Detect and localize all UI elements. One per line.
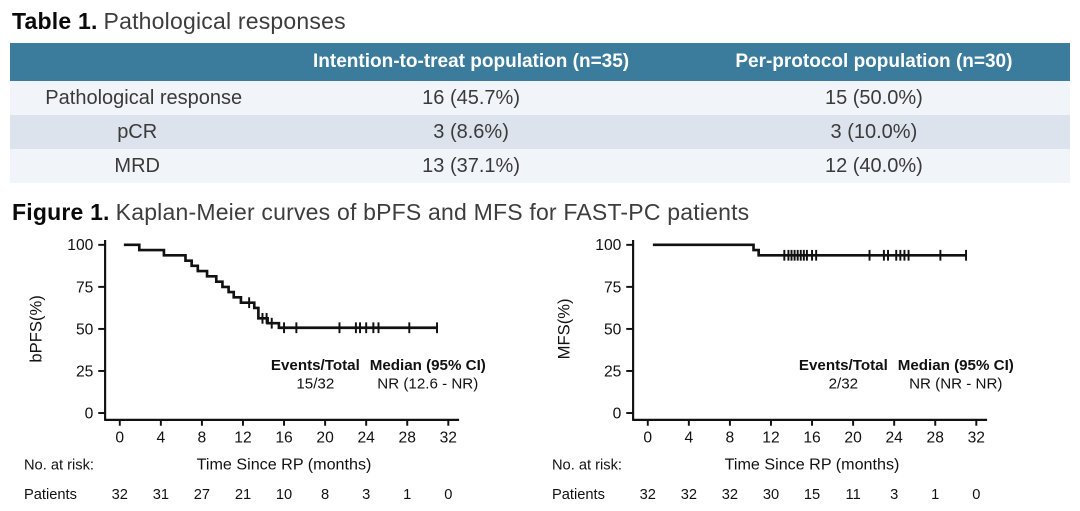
x-tick-label: 0 [643, 429, 652, 446]
y-tick-label: 25 [76, 363, 94, 380]
median-label: Median (95% CI) [370, 357, 486, 374]
events-total-value: 15/32 [296, 376, 334, 393]
itt-header-cell: Intention-to-treat population (n=35) [264, 43, 678, 81]
x-tick-label: 20 [316, 429, 334, 446]
table-title-number: Table 1. [12, 8, 98, 34]
events-total-label: Events/Total [271, 357, 360, 374]
x-tick-label: 28 [927, 429, 945, 446]
at-risk-count: 32 [112, 487, 128, 503]
table-row: Pathological response 16 (45.7%) 15 (50.… [10, 81, 1070, 115]
at-risk-row-label: Patients [24, 487, 77, 503]
x-axis-title: Time Since RP (months) [725, 456, 900, 474]
y-tick-label: 75 [604, 279, 622, 296]
at-risk-count: 0 [972, 487, 980, 503]
figure-title: Figure 1. Kaplan-Meier curves of bPFS and… [12, 199, 1070, 226]
bpfs-panel: 100 75 50 25 0 0 4 8 12 16 20 24 28 32 bPFS(%) Events/T… [22, 234, 550, 511]
x-tick-label: 0 [115, 429, 124, 446]
at-risk-count: 3 [890, 487, 898, 503]
y-tick-label: 50 [76, 321, 94, 338]
x-tick-label: 28 [399, 429, 417, 446]
at-risk-row-label: Patients [552, 487, 605, 503]
at-risk-heading: No. at risk: [24, 458, 94, 474]
km-curve [123, 243, 438, 330]
x-tick-label: 20 [844, 429, 862, 446]
events-total-label: Events/Total [799, 357, 888, 374]
x-tick-label: 24 [357, 429, 375, 446]
at-risk-count: 0 [444, 487, 452, 503]
at-risk-count: 11 [846, 487, 861, 503]
at-risk-count: 1 [403, 487, 411, 503]
x-tick-label: 4 [684, 429, 693, 446]
pp-value-cell: 15 (50.0%) [677, 81, 1070, 115]
x-tick-label: 32 [968, 429, 985, 446]
y-tick-label: 0 [85, 405, 94, 422]
x-tick-label: 12 [762, 429, 779, 446]
mfs-panel: 100 75 50 25 0 0 4 8 12 16 20 24 28 32 MFS(%) Events/To… [550, 234, 1078, 511]
at-risk-count: 21 [235, 487, 251, 503]
at-risk-count: 32 [722, 487, 738, 503]
mfs-km-chart: 100 75 50 25 0 0 4 8 12 16 20 24 28 32 MFS(%) Events/To… [552, 237, 1014, 503]
pp-value-cell: 3 (10.0%) [677, 115, 1070, 149]
y-tick-label: 50 [604, 321, 622, 338]
figure-title-number: Figure 1. [12, 199, 110, 225]
at-risk-count: 27 [194, 487, 210, 503]
y-tick-label: 25 [604, 363, 622, 380]
table-header-row: Intention-to-treat population (n=35) Per… [10, 43, 1070, 81]
at-risk-count: 32 [640, 487, 656, 503]
y-tick-label: 0 [613, 405, 622, 422]
x-tick-label: 16 [803, 429, 820, 446]
pp-value-cell: 12 (40.0%) [677, 149, 1070, 183]
events-total-value: 2/32 [829, 376, 858, 393]
x-tick-label: 4 [156, 429, 165, 446]
km-curve [652, 243, 967, 257]
x-tick-label: 32 [440, 429, 457, 446]
y-tick-label: 100 [67, 237, 93, 254]
x-tick-label: 8 [198, 429, 207, 446]
empty-header-cell [10, 43, 265, 81]
y-tick-label: 100 [595, 237, 621, 254]
y-axis-label: MFS(%) [555, 298, 574, 359]
x-tick-label: 16 [275, 429, 292, 446]
itt-value-cell: 3 (8.6%) [264, 115, 678, 149]
median-value: NR (NR - NR) [909, 376, 1002, 393]
row-label-cell: Pathological response [10, 81, 265, 115]
y-tick-label: 75 [76, 279, 94, 296]
pp-header-cell: Per-protocol population (n=30) [677, 43, 1070, 81]
itt-value-cell: 13 (37.1%) [264, 149, 678, 183]
at-risk-count: 32 [681, 487, 697, 503]
at-risk-count: 3 [362, 487, 370, 503]
at-risk-heading: No. at risk: [552, 458, 622, 474]
y-axis-label: bPFS(%) [27, 295, 46, 362]
at-risk-count: 1 [931, 487, 939, 503]
x-axis-title: Time Since RP (months) [197, 456, 372, 474]
at-risk-count: 31 [153, 487, 169, 503]
figure-title-text: Kaplan-Meier curves of bPFS and MFS for … [115, 199, 750, 225]
at-risk-count: 8 [321, 487, 329, 503]
row-label-cell: MRD [10, 149, 265, 183]
x-tick-label: 8 [726, 429, 735, 446]
at-risk-count: 10 [276, 487, 292, 503]
table-row: pCR 3 (8.6%) 3 (10.0%) [10, 115, 1070, 149]
table-title-text: Pathological responses [103, 8, 346, 34]
km-panels: 100 75 50 25 0 0 4 8 12 16 20 24 28 32 bPFS(%) Events/T… [22, 234, 1070, 511]
at-risk-count: 15 [804, 487, 820, 503]
median-label: Median (95% CI) [898, 357, 1014, 374]
table-row: MRD 13 (37.1%) 12 (40.0%) [10, 149, 1070, 183]
table-title: Table 1. Pathological responses [12, 8, 1070, 35]
x-tick-label: 12 [234, 429, 251, 446]
at-risk-count: 30 [763, 487, 779, 503]
pathological-response-table: Intention-to-treat population (n=35) Per… [10, 43, 1070, 183]
x-tick-label: 24 [885, 429, 903, 446]
row-label-cell: pCR [10, 115, 265, 149]
itt-value-cell: 16 (45.7%) [264, 81, 678, 115]
median-value: NR (12.6 - NR) [377, 376, 478, 393]
